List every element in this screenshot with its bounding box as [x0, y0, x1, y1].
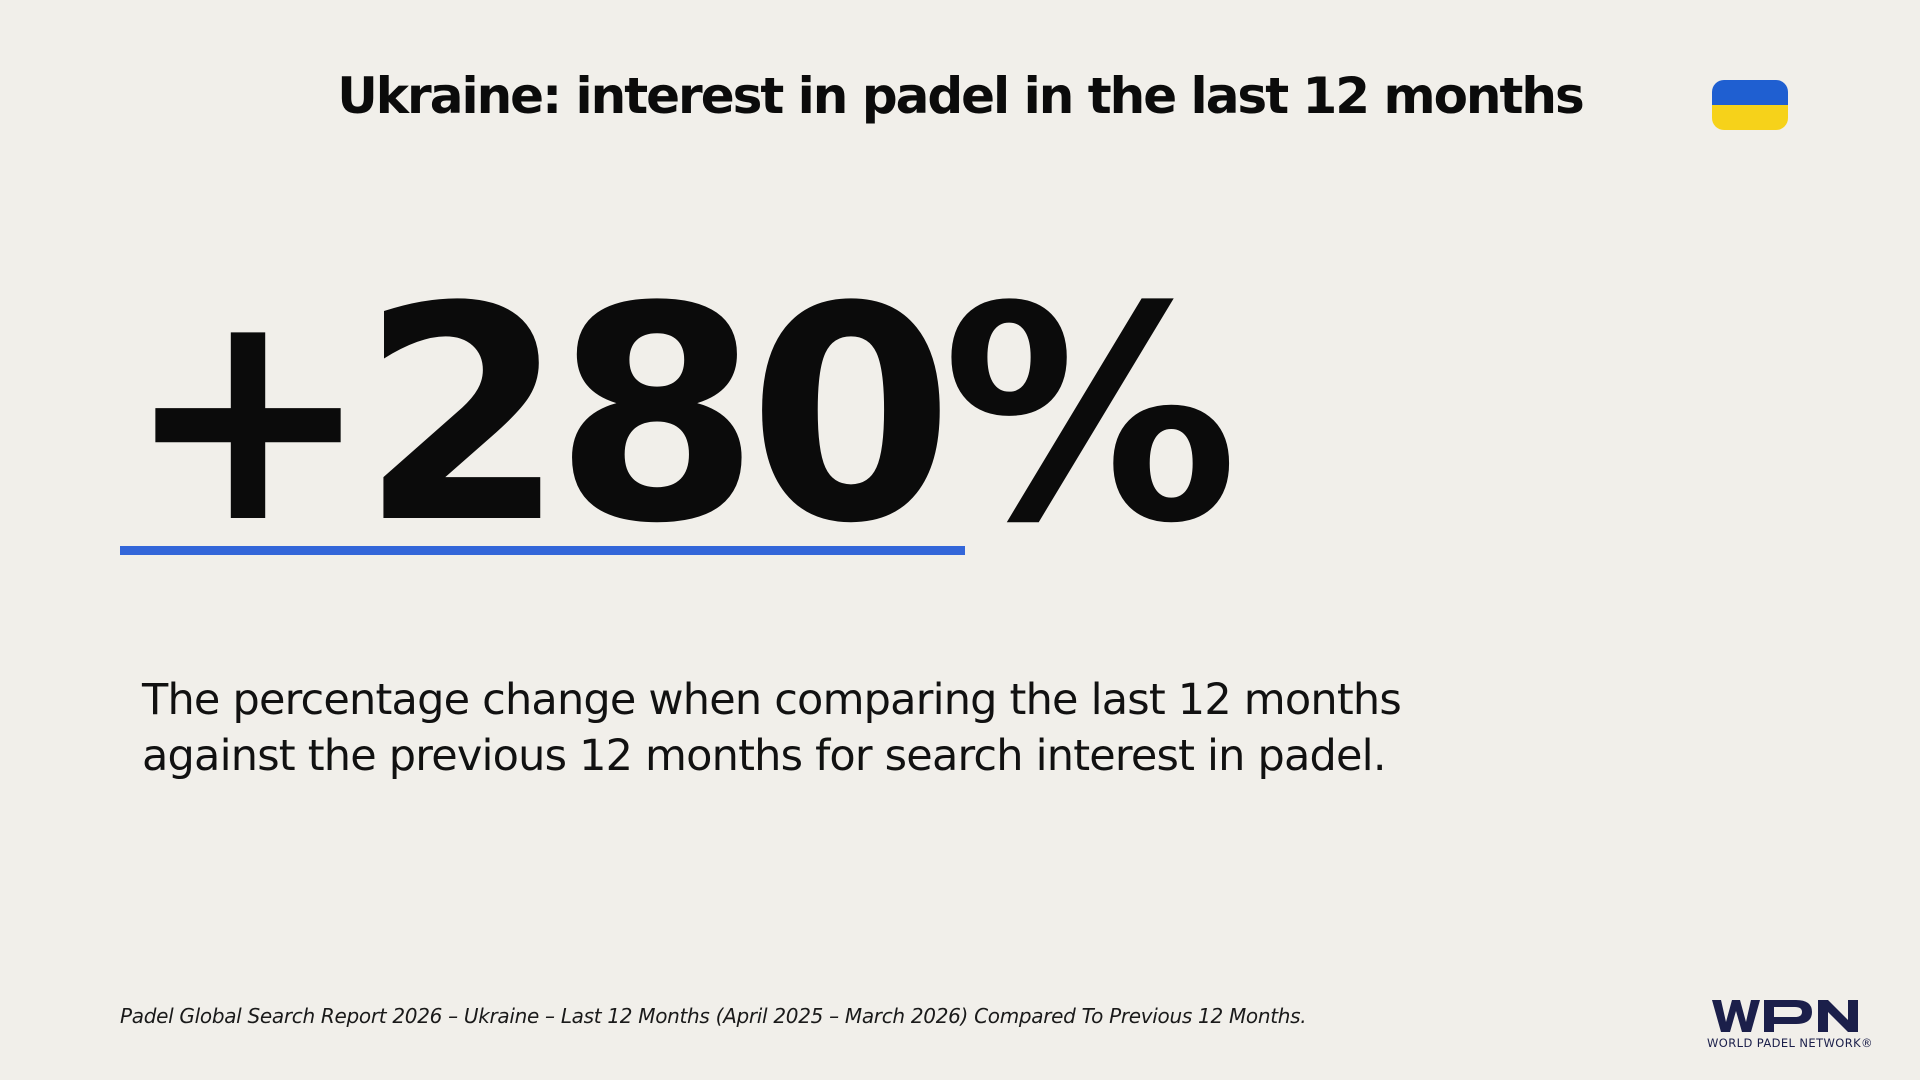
ukraine-flag-icon [1712, 80, 1788, 130]
page-title: Ukraine: interest in padel in the last 1… [337, 67, 1585, 125]
stat-underline [120, 546, 965, 555]
flag-blue-stripe [1712, 80, 1788, 105]
source-footnote: Padel Global Search Report 2026 – Ukrain… [120, 1004, 1307, 1028]
wpn-logo: WORLD PADEL NETWORK® [1688, 996, 1892, 1050]
description-line-1: The percentage change when comparing the… [142, 675, 1402, 725]
percentage-change-value: +280% [124, 243, 1238, 588]
flag-yellow-stripe [1712, 105, 1788, 130]
description-line-2: against the previous 12 months for searc… [142, 731, 1387, 781]
stat-description: The percentage change when comparing the… [142, 672, 1542, 784]
wpn-logo-icon [1712, 1000, 1858, 1032]
logo-caption: WORLD PADEL NETWORK® [1707, 1036, 1873, 1050]
